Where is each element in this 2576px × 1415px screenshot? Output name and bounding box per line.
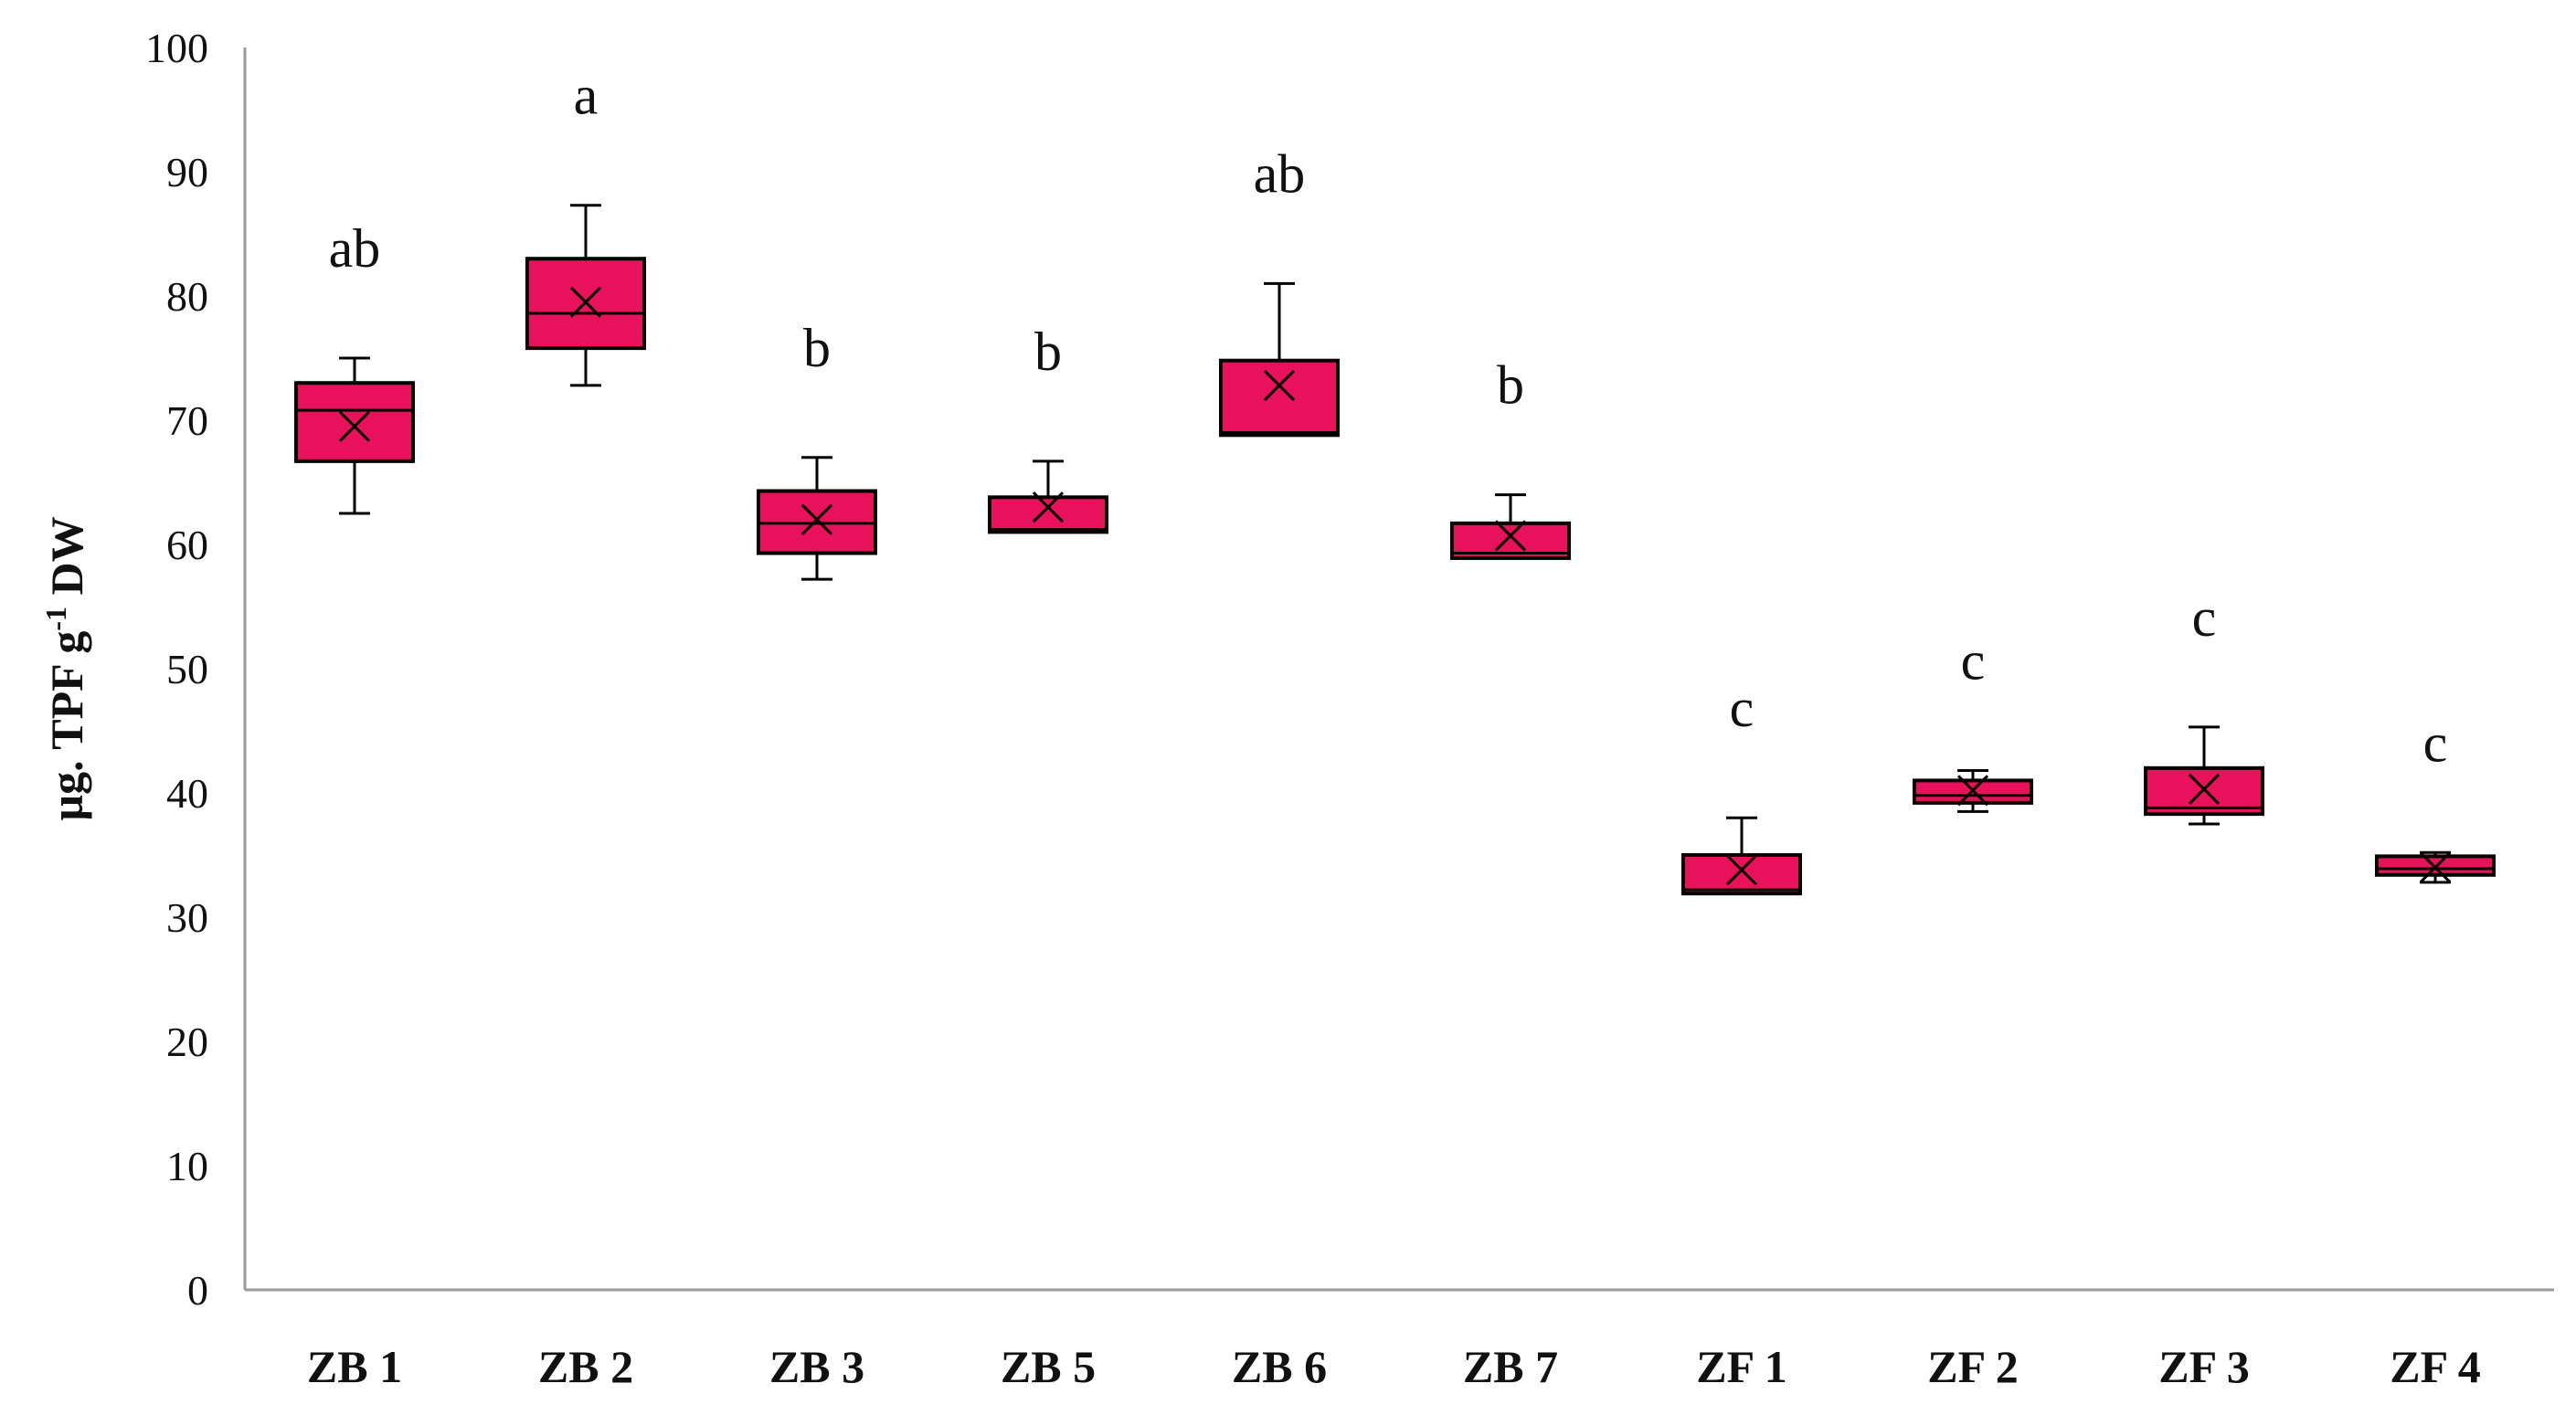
category-labels: ZB 1 ZB 2 ZB 3 ZB 5 ZB 6 ZB 7 ZF 1 ZF 2 ZF 3 ZF 4	[307, 1341, 2481, 1392]
box-group	[1219, 281, 1340, 438]
y-tick-label: 70	[166, 397, 208, 444]
x-tick-label: ZF 3	[2158, 1341, 2250, 1392]
y-tick-label: 80	[166, 273, 208, 320]
y-axis-label-main: µg. TPF g	[41, 631, 92, 821]
box-group	[757, 456, 877, 581]
mean-marker	[2419, 851, 2452, 883]
y-tick-label: 10	[166, 1143, 208, 1189]
mean-marker	[338, 410, 371, 442]
y-tick-label: 100	[145, 25, 208, 71]
box-iqr	[294, 381, 415, 463]
significance-letter: c	[1961, 631, 1986, 692]
box-group	[2144, 725, 2264, 826]
mean-marker	[1032, 491, 1065, 523]
box-group	[294, 356, 415, 515]
y-tick-label: 0	[187, 1267, 208, 1314]
significance-letter: b	[1034, 322, 1062, 382]
mean-marker	[800, 503, 833, 535]
significance-letter: c	[1730, 678, 1754, 738]
box-group	[2375, 850, 2496, 884]
y-tick-label: 60	[166, 522, 208, 568]
x-tick-label: ZB 7	[1463, 1341, 1558, 1392]
mean-marker	[1956, 775, 1989, 807]
y-axis-label: µg. TPF g-1 DW	[39, 516, 92, 820]
y-tick-label: 20	[166, 1019, 208, 1065]
box-group	[988, 459, 1108, 534]
mean-marker	[1263, 369, 1296, 401]
significance-letter: a	[574, 66, 599, 126]
mean-marker	[569, 286, 602, 318]
axes	[243, 48, 2554, 1292]
significance-letter: b	[1497, 355, 1524, 416]
y-axis-label-superscript: -1	[39, 607, 72, 631]
significance-letter: ab	[329, 218, 381, 279]
significance-letter: ab	[1254, 143, 1306, 204]
y-tick-label: 40	[166, 770, 208, 817]
box-iqr	[1219, 358, 1340, 438]
x-tick-label: ZB 5	[1001, 1341, 1096, 1392]
y-tick-label: 90	[166, 149, 208, 195]
y-tick-labels: 0 10 20 30 40 50 60 70 80 90 100	[145, 25, 208, 1314]
mean-marker	[1725, 854, 1758, 886]
box-group	[1681, 816, 1802, 896]
x-tick-label: ZB 2	[538, 1341, 633, 1392]
x-tick-label: ZF 2	[1927, 1341, 2019, 1392]
box-iqr	[1681, 853, 1802, 896]
x-tick-label: ZB 1	[307, 1341, 402, 1392]
boxes	[294, 204, 2496, 896]
y-tick-label: 30	[166, 894, 208, 941]
x-tick-label: ZF 4	[2390, 1341, 2481, 1392]
box-group	[525, 204, 646, 387]
box-iqr	[988, 495, 1108, 534]
x-tick-label: ZF 1	[1696, 1341, 1787, 1392]
significance-letter: b	[803, 318, 831, 378]
y-axis-label-tail: DW	[41, 516, 92, 607]
x-tick-label: ZB 6	[1232, 1341, 1327, 1392]
significance-letter: c	[2423, 713, 2448, 773]
mean-marker	[1494, 520, 1527, 552]
significance-letter: c	[2192, 587, 2217, 648]
box-group	[1450, 493, 1571, 560]
mean-marker	[2188, 773, 2221, 805]
x-tick-label: ZB 3	[769, 1341, 864, 1392]
box-group	[1913, 769, 2033, 813]
y-tick-label: 50	[166, 646, 208, 692]
